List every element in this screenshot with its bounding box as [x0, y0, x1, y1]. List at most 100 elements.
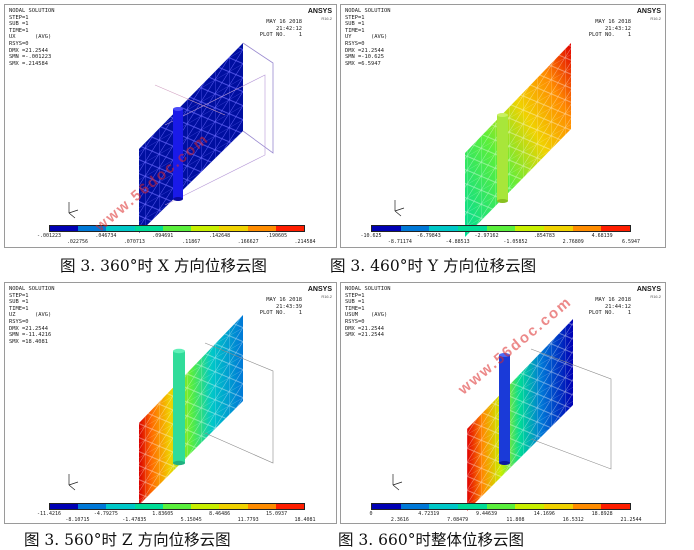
legend-swatch [372, 226, 401, 231]
caption-ux: 图 3. 360°时 X 方向位移云图 [60, 257, 267, 275]
ansys-version: R16.2 [650, 16, 661, 21]
legend-swatch [134, 226, 163, 231]
legend-swatch [486, 504, 516, 509]
info-block-ux: NODAL SOLUTION STEP=1 SUB =1 TIME=1 UX (AVG)… [9, 8, 54, 67]
info-line: RSYS=0 [9, 40, 29, 47]
caption-uy: 图 3. 460°时 Y 方向位移云图 [330, 257, 537, 275]
colorbar-uy [371, 225, 631, 232]
panel-uy: NODAL SOLUTION STEP=1 SUB =1 TIME=1 UY (AVG)… [340, 4, 666, 248]
meta-block-uz: MAY 16 2018 21:43:39 PLOT NO. 1 [259, 297, 302, 317]
info-line: SMX =6.5947 [345, 60, 381, 67]
legend-swatch [78, 504, 107, 509]
legend-swatch [106, 504, 135, 509]
legend-tick: .142648 [209, 233, 231, 239]
info-block-uy: NODAL SOLUTION STEP=1 SUB =1 TIME=1 UY (AVG)… [345, 8, 390, 67]
triad-ux [68, 202, 79, 219]
column-uz [173, 351, 185, 463]
legend-tick: .166627 [237, 239, 259, 245]
legend-swatch [515, 504, 545, 509]
info-line: SUB =1 [345, 299, 365, 306]
info-line: NODAL SOLUTION [345, 286, 391, 292]
legend-tick: 18.4081 [294, 517, 316, 523]
legend-swatch [372, 504, 401, 509]
info-line: DMX =21.2544 [9, 325, 48, 332]
ansys-logo: ANSYS [636, 8, 661, 15]
info-line: STEP=1 [345, 14, 365, 21]
legend-tick: 18.8928 [591, 511, 613, 517]
info-line: DMX =21.2544 [345, 47, 384, 54]
legend-swatch [544, 504, 573, 509]
info-line: SUB =1 [9, 21, 29, 28]
legend-swatch [162, 504, 192, 509]
legend-swatch [458, 226, 487, 231]
legend-tick: 2.3616 [390, 517, 409, 523]
info-line: SMN =-10.625 [345, 54, 384, 61]
info-line: NODAL SOLUTION [345, 8, 391, 14]
legend-tick: -.001223 [36, 233, 62, 239]
info-line: DMX =21.2544 [345, 325, 384, 332]
ansys-version: R16.2 [321, 16, 332, 21]
info-line: STEP=1 [9, 292, 29, 299]
legend-swatch [219, 226, 248, 231]
legend-swatch [162, 226, 192, 231]
info-line: RSYS=0 [345, 40, 365, 47]
legend-tick: .854783 [533, 233, 555, 239]
info-block-uz: NODAL SOLUTION STEP=1 SUB =1 TIME=1 UZ (AVG)… [9, 286, 54, 345]
legend-tick: -1.05852 [503, 239, 528, 245]
info-line: USUM (AVG) [345, 312, 388, 319]
model-view-uz [68, 315, 274, 505]
ansys-logo: ANSYS [307, 286, 332, 293]
legend-tick: 4.68139 [591, 233, 613, 239]
legend-swatch [247, 226, 276, 231]
meta-block-usum: MAY 16 2018 21:44:12 PLOT NO. 1 [588, 297, 631, 317]
legend-tick: .046734 [95, 233, 117, 239]
legend-swatch [429, 226, 459, 231]
legend-swatch [429, 504, 459, 509]
info-line: STEP=1 [9, 14, 29, 21]
legend-swatch [486, 226, 516, 231]
panel-uz: NODAL SOLUTION STEP=1 SUB =1 TIME=1 UZ (AVG)… [4, 282, 337, 524]
info-line: SMN =-.001223 [9, 54, 52, 61]
legend-swatch [572, 504, 602, 509]
legend-tick: 15.0937 [266, 511, 288, 517]
info-line: RSYS=0 [9, 318, 29, 325]
info-block-usum: NODAL SOLUTION STEP=1 SUB =1 TIME=1 USUM (AV… [345, 286, 390, 339]
colorbar-uz [49, 503, 305, 510]
info-line: TIME=1 [345, 305, 365, 312]
model-view-usum [392, 319, 612, 511]
legend-swatch [601, 504, 631, 509]
legend-tick: .190605 [266, 233, 288, 239]
info-line: UX (AVG) [9, 34, 52, 41]
legend-tick: .094691 [152, 233, 174, 239]
model-view-ux [68, 42, 274, 233]
legend-tick: 0 [369, 511, 373, 517]
column-usum [499, 355, 510, 463]
triad-uy [394, 200, 405, 217]
legend-tick: -4.79275 [93, 511, 118, 517]
legend-swatch [134, 504, 163, 509]
legend-swatch [191, 504, 220, 509]
info-line: SUB =1 [9, 299, 29, 306]
legend-tick: 11.808 [506, 517, 525, 523]
info-line: SMX =18.4081 [9, 338, 48, 345]
legend-tick: -2.97162 [474, 233, 499, 239]
legend-swatch [544, 226, 573, 231]
legend-tick: 14.1696 [533, 511, 555, 517]
legend-tick: .11867 [182, 239, 201, 245]
colorbar-ux [49, 225, 305, 232]
info-line: SMX =21.2544 [345, 332, 384, 339]
legend-tick: -8.71174 [387, 239, 412, 245]
column-ux [173, 109, 183, 199]
legend-tick: 4.72319 [418, 511, 440, 517]
legend-swatch [219, 504, 248, 509]
legend-tick: 6.5947 [621, 239, 641, 245]
ansys-logo: ANSYS [307, 8, 332, 15]
info-line: SMX =.214584 [9, 60, 48, 67]
legend-tick: 16.5312 [562, 517, 584, 523]
info-line: UZ (AVG) [9, 312, 52, 319]
legend-tick: -11.4216 [36, 511, 62, 517]
info-line: SUB =1 [345, 21, 365, 28]
ansys-version: R16.2 [321, 294, 332, 299]
info-line: TIME=1 [9, 27, 29, 34]
legend-tick: -4.88513 [445, 239, 470, 245]
